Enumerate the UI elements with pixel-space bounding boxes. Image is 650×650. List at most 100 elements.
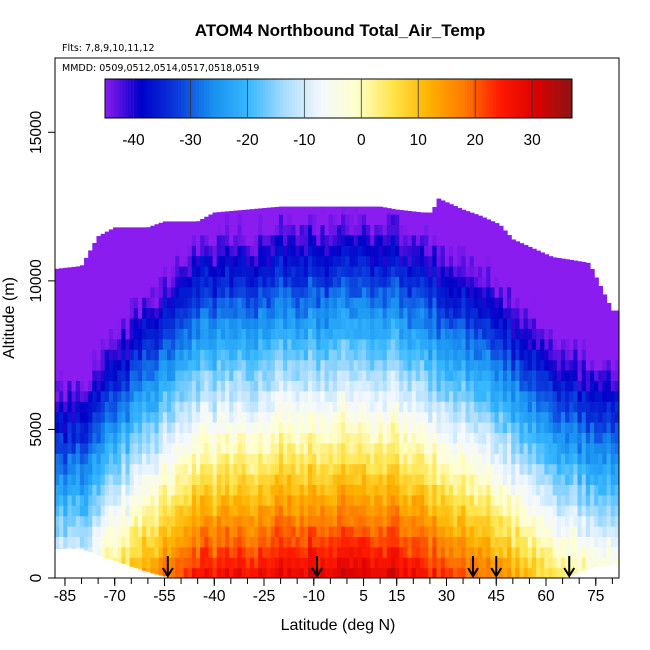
heatmap-cell	[270, 245, 276, 257]
heatmap-cell	[229, 484, 234, 496]
heatmap-cell	[594, 463, 599, 475]
heatmap-cell	[337, 318, 342, 329]
heatmap-cell	[287, 515, 292, 527]
heatmap-cell	[395, 349, 400, 361]
heatmap-cell	[357, 214, 363, 225]
heatmap-cell	[536, 250, 541, 257]
heatmap-cell	[507, 318, 512, 329]
heatmap-cell	[589, 484, 595, 496]
heatmap-cell	[295, 422, 301, 433]
heatmap-cell	[295, 370, 301, 381]
colorbar-swatch	[113, 79, 118, 118]
heatmap-cell	[515, 453, 521, 465]
heatmap-cell	[274, 370, 280, 381]
heatmap-cell	[332, 411, 338, 423]
heatmap-cell	[440, 453, 446, 465]
heatmap-cell	[507, 463, 512, 475]
heatmap-cell	[63, 453, 69, 465]
heatmap-cell	[299, 505, 305, 517]
heatmap-cell	[407, 245, 413, 257]
heatmap-cell	[179, 245, 185, 257]
heatmap-cell	[229, 411, 234, 423]
heatmap-cell	[92, 370, 98, 381]
heatmap-cell	[299, 380, 305, 392]
heatmap-cell	[515, 297, 521, 309]
heatmap-cell	[432, 474, 438, 485]
heatmap-cell	[245, 401, 251, 413]
heatmap-cell	[366, 214, 371, 225]
heatmap-cell	[208, 536, 214, 548]
heatmap-cell	[428, 349, 433, 361]
heatmap-cell	[428, 224, 433, 236]
heatmap-cell	[453, 328, 458, 340]
heatmap-cell	[378, 234, 384, 246]
heatmap-cell	[142, 484, 147, 496]
heatmap-cell	[544, 401, 550, 413]
heatmap-cell	[287, 422, 292, 433]
heatmap-cell	[536, 494, 541, 506]
heatmap-cell	[220, 245, 226, 257]
heatmap-cell	[204, 338, 210, 350]
heatmap-cell	[361, 328, 367, 340]
heatmap-cell	[316, 474, 322, 485]
heatmap-cell	[337, 442, 342, 454]
colorbar-swatch	[242, 79, 246, 118]
heatmap-cell	[440, 422, 446, 433]
heatmap-cell	[461, 318, 467, 329]
colorbar-swatch	[177, 79, 182, 118]
heatmap-cell	[361, 536, 367, 548]
heatmap-cell	[158, 505, 164, 517]
heatmap-cell	[428, 286, 433, 298]
heatmap-cell	[84, 474, 89, 485]
heatmap-cell	[614, 390, 619, 402]
heatmap-cell	[478, 557, 483, 569]
heatmap-cell	[366, 494, 371, 506]
heatmap-cell	[519, 453, 525, 465]
heatmap-cell	[125, 432, 131, 444]
heatmap-cell	[552, 536, 558, 548]
heatmap-cell	[341, 286, 346, 298]
heatmap-cell	[204, 245, 210, 257]
heatmap-cell	[125, 338, 131, 350]
heatmap-cell	[428, 328, 433, 340]
heatmap-cell	[278, 255, 284, 267]
heatmap-cell	[569, 546, 574, 558]
heatmap-cell	[407, 432, 413, 444]
heatmap-cell	[527, 338, 533, 350]
heatmap-cell	[444, 318, 450, 329]
heatmap-cell	[403, 463, 409, 475]
heatmap-cell	[270, 380, 276, 392]
colorbar-swatch	[227, 79, 232, 118]
heatmap-cell	[175, 370, 181, 381]
heatmap-cell	[266, 338, 272, 350]
heatmap-cell	[399, 526, 404, 537]
heatmap-cell	[196, 307, 201, 319]
heatmap-cell	[440, 203, 446, 215]
heatmap-cell	[117, 380, 122, 392]
heatmap-cell	[129, 307, 135, 319]
heatmap-cell	[507, 286, 512, 298]
colorbar-swatch	[461, 79, 465, 118]
heatmap-cell	[502, 526, 508, 537]
heatmap-cell	[291, 224, 297, 236]
heatmap-cell	[117, 276, 122, 288]
heatmap-cell	[332, 318, 338, 329]
heatmap-cell	[71, 422, 77, 433]
heatmap-cell	[598, 494, 604, 506]
heatmap-cell	[88, 318, 93, 329]
heatmap-cell	[278, 206, 284, 215]
heatmap-cell	[544, 338, 550, 350]
heatmap-cell	[453, 297, 458, 309]
heatmap-cell	[610, 557, 616, 565]
heatmap-cell	[324, 234, 330, 246]
heatmap-cell	[162, 515, 168, 527]
heatmap-cell	[100, 546, 106, 557]
heatmap-cell	[96, 390, 102, 402]
heatmap-cell	[581, 453, 587, 465]
heatmap-cell	[125, 484, 131, 496]
heatmap-cell	[585, 567, 591, 570]
heatmap-cell	[494, 422, 500, 433]
heatmap-cell	[465, 297, 471, 309]
heatmap-cell	[237, 505, 243, 517]
heatmap-cell	[589, 338, 595, 350]
